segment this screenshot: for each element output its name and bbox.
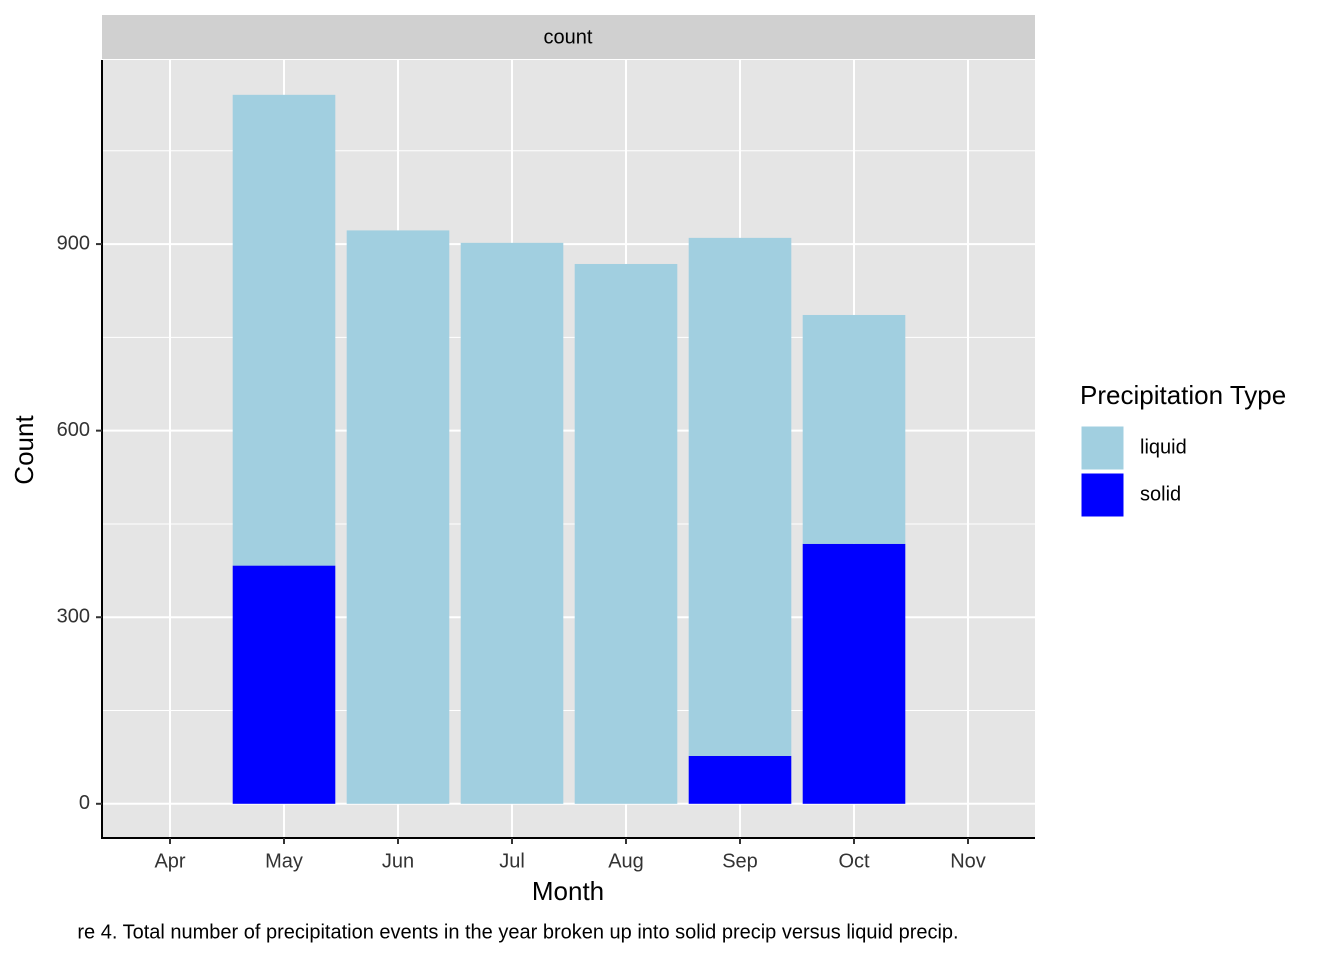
bar-segment [574, 263, 678, 804]
bar-segment [460, 242, 564, 804]
x-tick-label: Aug [608, 850, 644, 872]
strip-label: count [544, 26, 593, 48]
y-tick-label: 900 [57, 232, 90, 254]
legend-key [1080, 472, 1125, 518]
bar-segment [802, 314, 906, 544]
strip [102, 15, 1035, 59]
x-axis-title: Month [532, 876, 604, 906]
x-tick-label: Jun [382, 850, 414, 872]
bar-segment [802, 543, 906, 804]
bar-segment [688, 755, 792, 804]
x-tick-label: Jul [499, 850, 525, 872]
y-axis-title: Count [9, 415, 39, 485]
x-tick-label: Oct [838, 850, 870, 872]
y-tick-label: 600 [57, 419, 90, 441]
bar-segment [346, 230, 450, 804]
plot [102, 60, 1035, 838]
legend-label: solid [1140, 483, 1181, 505]
bar-segment [688, 237, 792, 756]
caption: re 4. Total number of precipitation even… [77, 921, 958, 943]
y-tick-label: 300 [57, 606, 90, 628]
bar-segment [232, 94, 336, 566]
legend-title: Precipitation Type [1080, 380, 1286, 410]
y-tick-label: 0 [79, 792, 90, 814]
x-tick-label: Sep [722, 850, 758, 872]
bar-segment [232, 565, 336, 804]
legend-label: liquid [1140, 436, 1187, 458]
x-tick-label: Apr [154, 850, 185, 872]
x-tick-label: Nov [950, 850, 986, 872]
legend-key [1080, 425, 1125, 471]
x-tick-label: May [265, 850, 303, 872]
